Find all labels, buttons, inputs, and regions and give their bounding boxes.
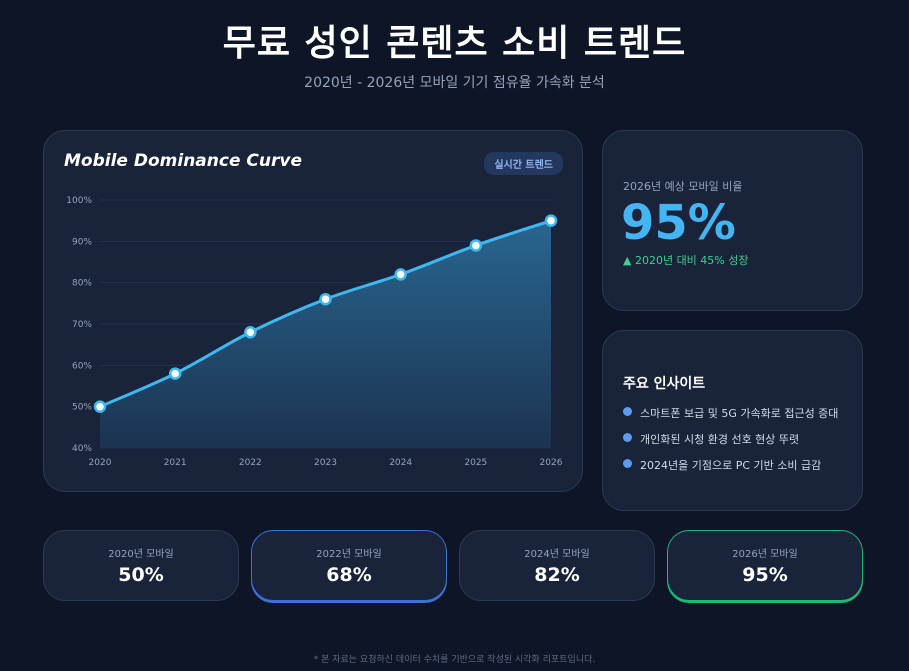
bullet-dot-icon (623, 459, 632, 468)
year-card-value: 82% (534, 564, 580, 586)
year-card-2024: 2024년 모바일 82% (459, 530, 655, 601)
data-point[interactable] (244, 326, 257, 339)
insights-list: 스마트폰 보급 및 5G 가속화로 접근성 증대 개인화된 시청 환경 선호 현… (623, 405, 838, 483)
data-point[interactable] (544, 214, 558, 227)
live-trend-badge: 실시간 트렌드 (484, 152, 563, 175)
stat-growth: ▲ 2020년 대비 45% 성장 (623, 254, 749, 267)
chart-title: Mobile Dominance Curve (64, 151, 302, 171)
insight-text: 2024년을 기점으로 PC 기반 소비 급감 (640, 459, 822, 472)
y-tick-label: 40% (72, 444, 92, 454)
series-area (100, 220, 551, 448)
data-point[interactable] (93, 400, 107, 413)
insight-item: 2024년을 기점으로 PC 기반 소비 급감 (623, 457, 838, 483)
year-card-label: 2024년 모바일 (524, 549, 590, 560)
year-card-label: 2026년 모바일 (732, 549, 798, 560)
x-tick-label: 2026 (540, 458, 563, 468)
year-card-2022: 2022년 모바일 68% (251, 530, 447, 601)
bullet-dot-icon (623, 433, 632, 442)
insight-text: 개인화된 시청 환경 선호 현상 뚜렷 (640, 433, 800, 446)
x-tick-label: 2020 (89, 458, 112, 468)
stat-label: 2026년 예상 모바일 비율 (623, 180, 743, 193)
y-tick-label: 90% (72, 237, 92, 247)
insights-card: 주요 인사이트 스마트폰 보급 및 5G 가속화로 접근성 증대 개인화된 시청… (602, 330, 863, 511)
year-card-label: 2022년 모바일 (316, 549, 382, 560)
y-tick-label: 100% (66, 196, 92, 206)
x-tick-label: 2022 (239, 458, 262, 468)
year-card-2020: 2020년 모바일 50% (43, 530, 239, 601)
y-tick-label: 50% (72, 403, 92, 413)
footer-note: * 본 자료는 요청하신 데이터 수치를 기반으로 작성된 시각화 리포트입니다… (313, 655, 596, 665)
year-card-value: 95% (742, 564, 788, 586)
page-title: 무료 성인 콘텐츠 소비 트렌드 (222, 23, 687, 64)
area-chart: 40% 50% 60% 70% 80% 90% 100% 2020 2021 2022 2023 20… (66, 196, 563, 468)
year-card-value: 50% (118, 564, 164, 586)
stat-value: 95% (621, 195, 736, 251)
year-card-2026: 2026년 모바일 95% (667, 530, 863, 601)
insight-text: 스마트폰 보급 및 5G 가속화로 접근성 증대 (640, 407, 839, 420)
x-tick-label: 2024 (389, 458, 412, 468)
data-point[interactable] (319, 292, 332, 306)
page-subtitle: 2020년 - 2026년 모바일 기기 점유율 가속화 분석 (304, 75, 605, 91)
y-tick-label: 60% (72, 361, 92, 371)
y-tick-label: 70% (72, 320, 92, 330)
insight-item: 스마트폰 보급 및 5G 가속화로 접근성 증대 (623, 405, 838, 431)
y-tick-label: 80% (72, 279, 92, 289)
x-tick-label: 2025 (464, 458, 487, 468)
mobile-share-stat-card: 2026년 예상 모바일 비율 95% ▲ 2020년 대비 45% 성장 (602, 130, 863, 311)
data-point[interactable] (168, 367, 182, 380)
x-tick-label: 2023 (314, 458, 337, 468)
insight-item: 개인화된 시청 환경 선호 현상 뚜렷 (623, 431, 838, 457)
data-point[interactable] (394, 268, 407, 281)
x-tick-label: 2021 (164, 458, 187, 468)
insights-title: 주요 인사이트 (623, 376, 706, 392)
chart-card: Mobile Dominance Curve 실시간 트렌드 40% 50% 60%… (43, 130, 583, 492)
data-point[interactable] (469, 239, 483, 252)
bullet-dot-icon (623, 407, 632, 416)
year-card-value: 68% (326, 564, 372, 586)
year-card-label: 2020년 모바일 (108, 549, 174, 560)
